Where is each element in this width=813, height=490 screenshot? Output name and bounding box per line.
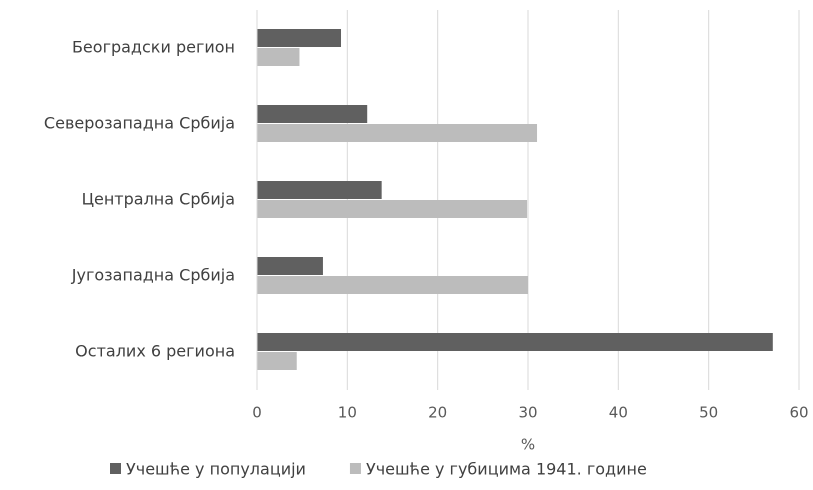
legend-swatch: [110, 463, 121, 474]
bar: [257, 181, 382, 199]
bar: [257, 48, 300, 66]
bar: [257, 29, 342, 47]
x-tick-label: 0: [252, 404, 262, 422]
bar: [257, 257, 323, 275]
bar: [257, 200, 528, 218]
y-tick-label: Северозападна Србија: [44, 114, 235, 133]
legend-swatch: [349, 463, 361, 474]
y-tick-label: Београдски регион: [72, 38, 235, 57]
bar: [257, 276, 528, 294]
x-tick-label: 20: [428, 404, 447, 422]
x-tick-label: 30: [518, 404, 537, 422]
y-tick-label: Југозападна Србија: [71, 266, 235, 285]
bar: [257, 333, 773, 351]
x-tick-label: 50: [699, 404, 718, 422]
bar: [257, 105, 368, 123]
x-tick-label: 10: [338, 404, 357, 422]
bar: [257, 352, 297, 370]
y-tick-label: Осталих 6 региона: [75, 342, 235, 361]
x-axis-label: %: [521, 436, 535, 454]
y-tick-label: Централна Србија: [82, 190, 235, 209]
legend-label: Учешће у губицима 1941. године: [366, 460, 647, 479]
legend-label: Учешће у популацији: [126, 460, 306, 479]
x-tick-label: 60: [789, 404, 808, 422]
bar: [257, 124, 538, 142]
x-tick-label: 40: [609, 404, 628, 422]
